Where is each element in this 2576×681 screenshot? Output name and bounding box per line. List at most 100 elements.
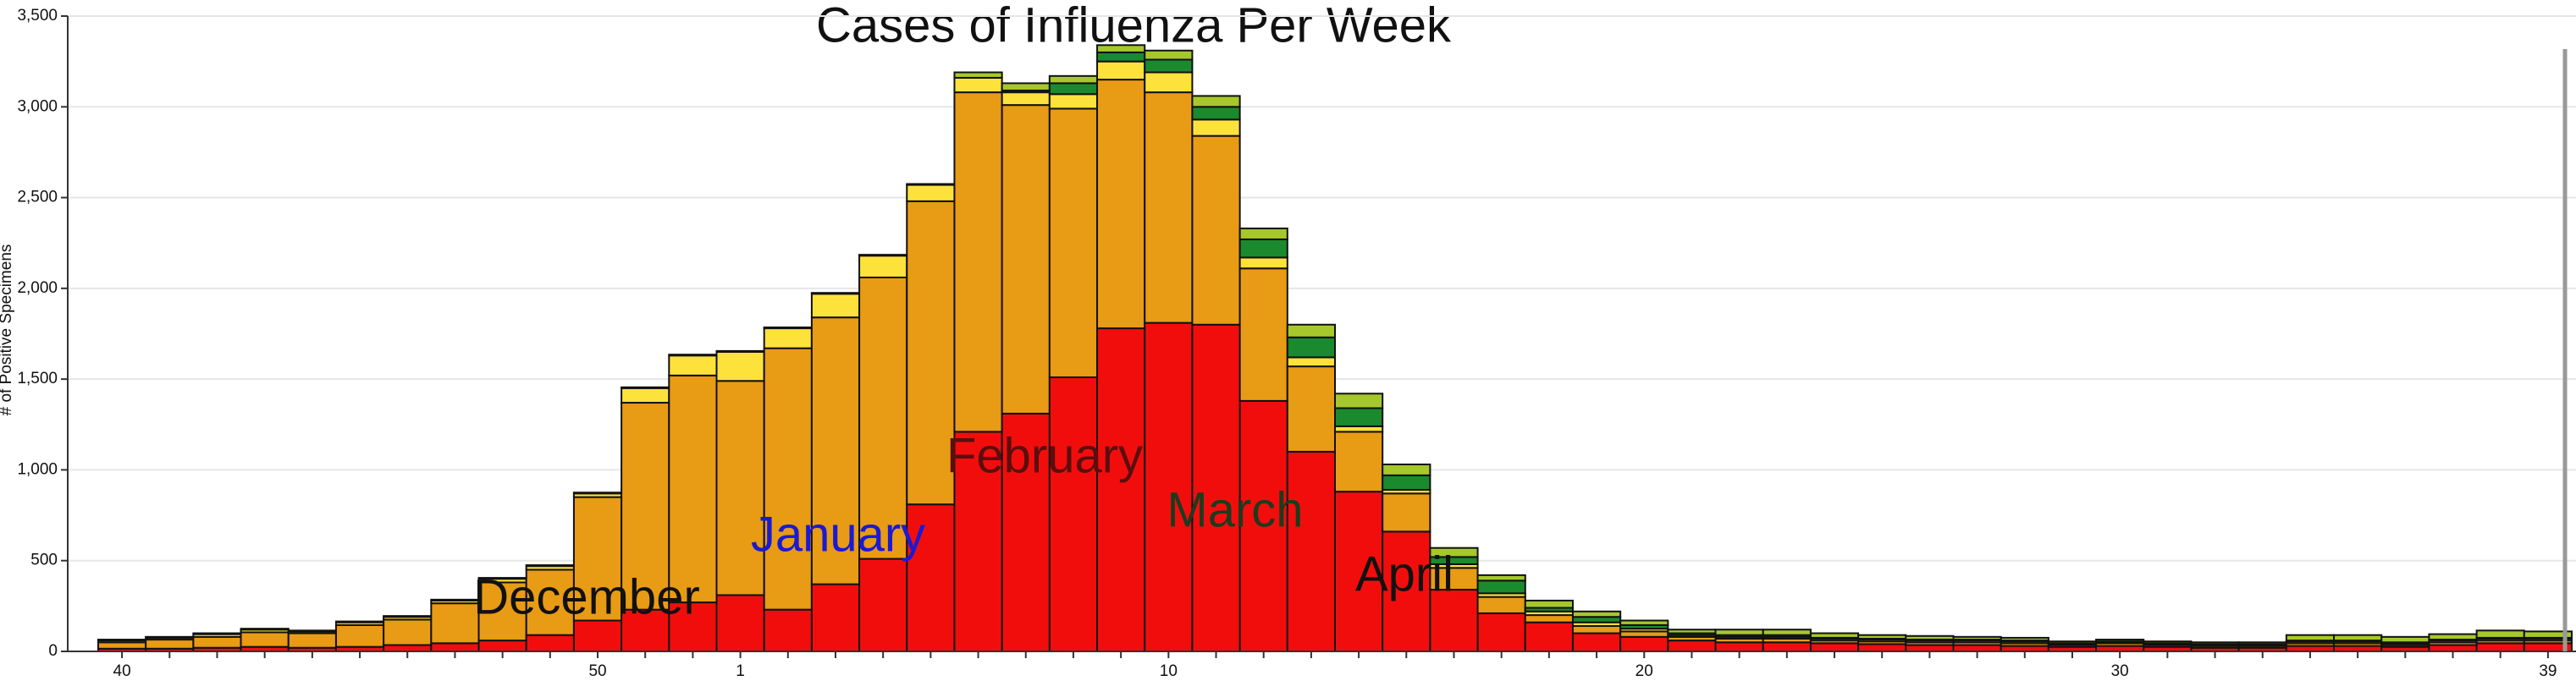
bar-segment: [1096, 327, 1146, 652]
y-axis-label: # of Positive Specimens: [0, 244, 15, 416]
y-tick-label: 1,500: [17, 370, 58, 387]
y-tick-label: 3,000: [17, 97, 58, 115]
bar-segment: [1524, 599, 1574, 609]
bar-segment: [1571, 610, 1622, 618]
bar-segment: [858, 276, 908, 560]
bar-segment: [2523, 630, 2573, 639]
bar-segment: [1096, 79, 1146, 330]
x-tick-label: 10: [1160, 662, 1178, 680]
bar-segment: [715, 349, 765, 353]
bar-segment: [145, 639, 195, 650]
x-tick-label: 30: [2111, 662, 2129, 680]
bar-segment: [430, 642, 480, 653]
bar-segment: [1238, 267, 1288, 402]
bar-segment: [1762, 641, 1812, 652]
bar-segment: [1334, 393, 1384, 409]
bar-segment: [240, 631, 290, 648]
bar-segment: [572, 619, 623, 652]
bar-segment: [953, 71, 1003, 79]
month-annotation: March: [1167, 482, 1303, 537]
bar-segment: [668, 374, 718, 604]
bar-segment: [763, 327, 813, 349]
bar-segment: [1144, 58, 1194, 74]
bar-segment: [2475, 642, 2525, 653]
bar-segment: [763, 608, 813, 652]
bar-segment: [1238, 256, 1288, 270]
bar-segment: [2428, 633, 2478, 641]
bar-segment: [1048, 376, 1099, 652]
bar-segment: [953, 431, 1003, 652]
y-tick-label: 2,000: [17, 279, 58, 297]
bar-segment: [1048, 74, 1099, 85]
bar-segment: [525, 564, 575, 568]
bar-segment: [1144, 49, 1194, 61]
bar-segment: [621, 387, 670, 404]
bar-segment: [1714, 629, 1764, 636]
bar-segment: [810, 292, 861, 295]
y-tick-label: 500: [30, 552, 58, 569]
bar-segment: [1334, 431, 1384, 493]
bar-segment: [2285, 634, 2336, 642]
bar-segment: [1762, 629, 1812, 636]
bar-segment: [1286, 323, 1337, 338]
bar-segment: [953, 76, 1003, 94]
bar-segment: [715, 594, 765, 652]
y-tick-label: 3,500: [17, 7, 58, 25]
bar-segment: [1809, 642, 1860, 653]
month-annotation: February: [946, 428, 1143, 483]
bar-segment: [1619, 619, 1669, 626]
bar-segment: [1048, 82, 1099, 96]
month-annotation: April: [1355, 546, 1453, 601]
bar-segment: [1905, 634, 1955, 641]
bar-segment: [810, 583, 861, 653]
bar-segment: [1238, 228, 1288, 240]
bar-segment: [1096, 60, 1146, 81]
bar-segment: [1476, 579, 1526, 595]
bar-segment: [810, 293, 861, 319]
bar-segment: [1238, 399, 1288, 652]
bar-segment: [1048, 93, 1099, 110]
bar-segment: [763, 326, 813, 330]
bar-segment: [287, 629, 337, 633]
x-tick-label: 20: [1636, 662, 1653, 680]
x-tick-label: 50: [588, 662, 606, 680]
bar-segment: [1286, 365, 1337, 453]
bar-segment: [1905, 644, 1955, 652]
x-tick-label: 1: [736, 662, 745, 680]
bar-segment: [430, 598, 480, 601]
bar-segment: [2095, 639, 2145, 643]
bar-segment: [1476, 596, 1526, 614]
y-tick-label: 0: [48, 642, 58, 660]
bar-segment: [1286, 336, 1337, 359]
bar-segment: [1191, 135, 1241, 326]
bar-segment: [763, 347, 813, 611]
bar-segment: [1857, 634, 1907, 640]
bar-segment: [2000, 636, 2049, 642]
bar-segment: [906, 184, 956, 202]
bar-segment: [1667, 629, 1717, 634]
bar-segment: [715, 350, 765, 382]
bar-segment: [97, 641, 147, 650]
bar-segment: [1382, 530, 1431, 653]
bar-segment: [2047, 640, 2098, 645]
bar-segment: [1096, 51, 1146, 63]
bar-segment: [287, 632, 337, 649]
bar-segment: [572, 492, 623, 495]
bar-segment: [1429, 589, 1479, 652]
bar-segment: [477, 640, 527, 653]
bar-segment: [1857, 643, 1907, 652]
bar-segment: [2333, 634, 2383, 642]
y-tick-label: 1,000: [17, 460, 58, 478]
bar-segment: [1429, 546, 1479, 558]
bar-segment: [1144, 321, 1194, 652]
bar-segment: [1382, 492, 1431, 533]
bar-segment: [525, 634, 575, 653]
bar-segment: [1667, 640, 1717, 653]
bar-segment: [668, 354, 718, 357]
bar-segment: [1001, 104, 1051, 415]
bar-segment: [1191, 106, 1241, 121]
bar-segment: [1382, 474, 1431, 492]
bar-segment: [383, 618, 433, 646]
bar-segment: [1334, 407, 1384, 427]
